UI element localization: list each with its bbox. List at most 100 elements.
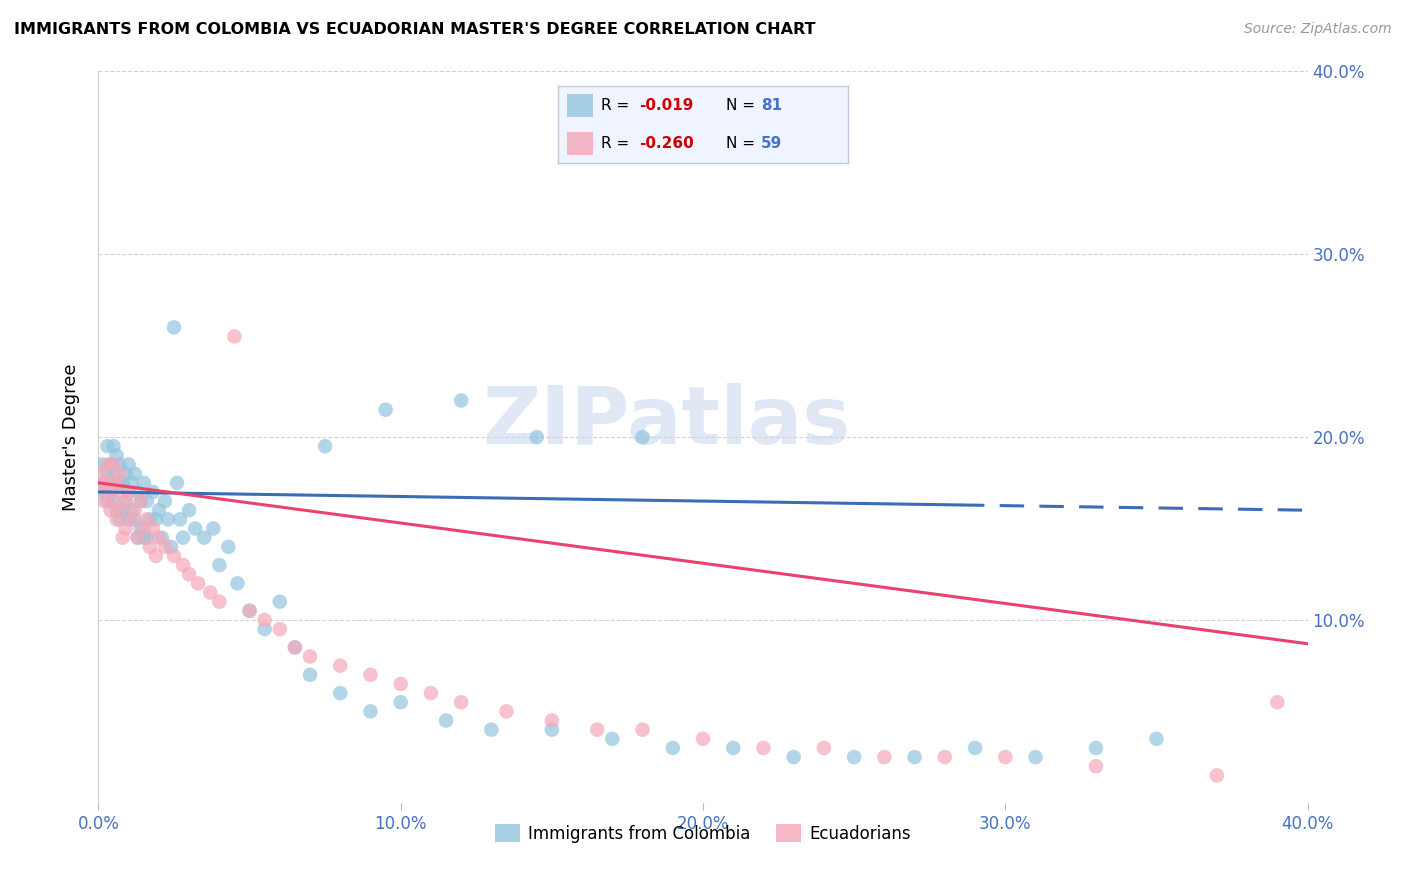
Point <box>1085 740 1108 755</box>
Point <box>96 485 118 500</box>
Text: Source: ZipAtlas.com: Source: ZipAtlas.com <box>1244 22 1392 37</box>
Point <box>434 714 457 728</box>
Text: ZIPatlas: ZIPatlas <box>482 384 851 461</box>
Point <box>169 512 191 526</box>
Point <box>108 512 131 526</box>
Point <box>389 677 412 691</box>
Point <box>179 503 201 517</box>
Point <box>450 393 472 408</box>
Point <box>135 512 157 526</box>
Point <box>124 512 146 526</box>
Point <box>389 695 412 709</box>
Point <box>96 494 118 508</box>
Point <box>100 458 122 472</box>
Point <box>108 467 131 481</box>
Point <box>124 467 146 481</box>
Point <box>111 503 134 517</box>
Point <box>132 521 155 535</box>
Point <box>200 585 222 599</box>
Point <box>329 658 352 673</box>
Point <box>135 531 157 545</box>
Point <box>105 448 128 462</box>
Y-axis label: Master's Degree: Master's Degree <box>62 363 80 511</box>
Point <box>184 521 207 535</box>
Point <box>100 503 122 517</box>
Point <box>90 467 112 481</box>
Point <box>129 494 152 508</box>
Point <box>129 494 152 508</box>
Point <box>934 750 956 764</box>
Point <box>103 494 125 508</box>
Point <box>127 531 149 545</box>
Point <box>329 686 352 700</box>
Point <box>108 503 131 517</box>
Point <box>166 475 188 490</box>
Point <box>163 549 186 563</box>
Point <box>118 485 141 500</box>
Point <box>420 686 443 700</box>
Point <box>160 540 183 554</box>
Point <box>103 494 125 508</box>
Point <box>1144 731 1167 746</box>
Point <box>121 475 143 490</box>
Point <box>179 567 201 582</box>
Point <box>783 750 806 764</box>
Point <box>314 439 336 453</box>
Point <box>156 512 179 526</box>
Point <box>148 503 170 517</box>
Point <box>132 475 155 490</box>
Point <box>105 503 128 517</box>
Point <box>108 475 131 490</box>
Point <box>163 320 186 334</box>
Point <box>114 494 136 508</box>
Point <box>661 740 683 755</box>
Point <box>139 512 162 526</box>
Point <box>202 521 225 535</box>
Point <box>129 521 152 535</box>
Point <box>172 558 194 573</box>
Point <box>150 531 173 545</box>
Point <box>148 531 170 545</box>
Point <box>360 667 382 681</box>
Point <box>299 667 322 681</box>
Point <box>224 329 246 343</box>
Point <box>93 494 115 508</box>
Point <box>692 731 714 746</box>
Point <box>450 695 472 709</box>
Point <box>360 705 382 719</box>
Point <box>111 531 134 545</box>
Text: IMMIGRANTS FROM COLOMBIA VS ECUADORIAN MASTER'S DEGREE CORRELATION CHART: IMMIGRANTS FROM COLOMBIA VS ECUADORIAN M… <box>14 22 815 37</box>
Point <box>844 750 866 764</box>
Point <box>96 467 118 481</box>
Point <box>96 439 118 453</box>
Point <box>145 512 167 526</box>
Point <box>105 475 128 490</box>
Point <box>586 723 609 737</box>
Legend: Immigrants from Colombia, Ecuadorians: Immigrants from Colombia, Ecuadorians <box>488 818 918 849</box>
Point <box>239 604 262 618</box>
Point <box>103 439 125 453</box>
Point <box>299 649 322 664</box>
Point <box>1085 759 1108 773</box>
Point <box>103 458 125 472</box>
Point <box>114 521 136 535</box>
Point <box>813 740 835 755</box>
Point <box>132 531 155 545</box>
Point <box>172 531 194 545</box>
Point <box>121 503 143 517</box>
Point <box>495 705 517 719</box>
Point <box>93 475 115 490</box>
Point <box>127 485 149 500</box>
Point <box>96 458 118 472</box>
Point <box>124 503 146 517</box>
Point <box>284 640 307 655</box>
Point <box>100 485 122 500</box>
Point <box>1206 768 1229 782</box>
Point <box>111 485 134 500</box>
Point <box>121 512 143 526</box>
Point <box>526 430 548 444</box>
Point <box>217 540 239 554</box>
Point <box>93 485 115 500</box>
Point <box>269 622 291 636</box>
Point <box>994 750 1017 764</box>
